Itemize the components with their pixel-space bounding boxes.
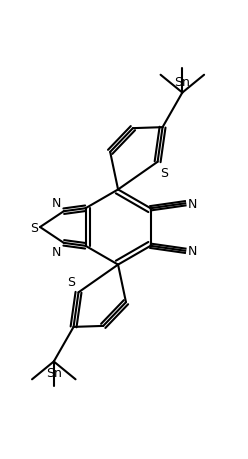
Text: N: N	[51, 197, 61, 210]
Text: S: S	[161, 166, 169, 179]
Text: N: N	[188, 197, 198, 210]
Text: N: N	[51, 245, 61, 258]
Text: S: S	[30, 221, 38, 234]
Text: Sn: Sn	[174, 75, 190, 89]
Text: Sn: Sn	[46, 367, 62, 380]
Text: S: S	[67, 276, 76, 289]
Text: N: N	[188, 245, 198, 257]
